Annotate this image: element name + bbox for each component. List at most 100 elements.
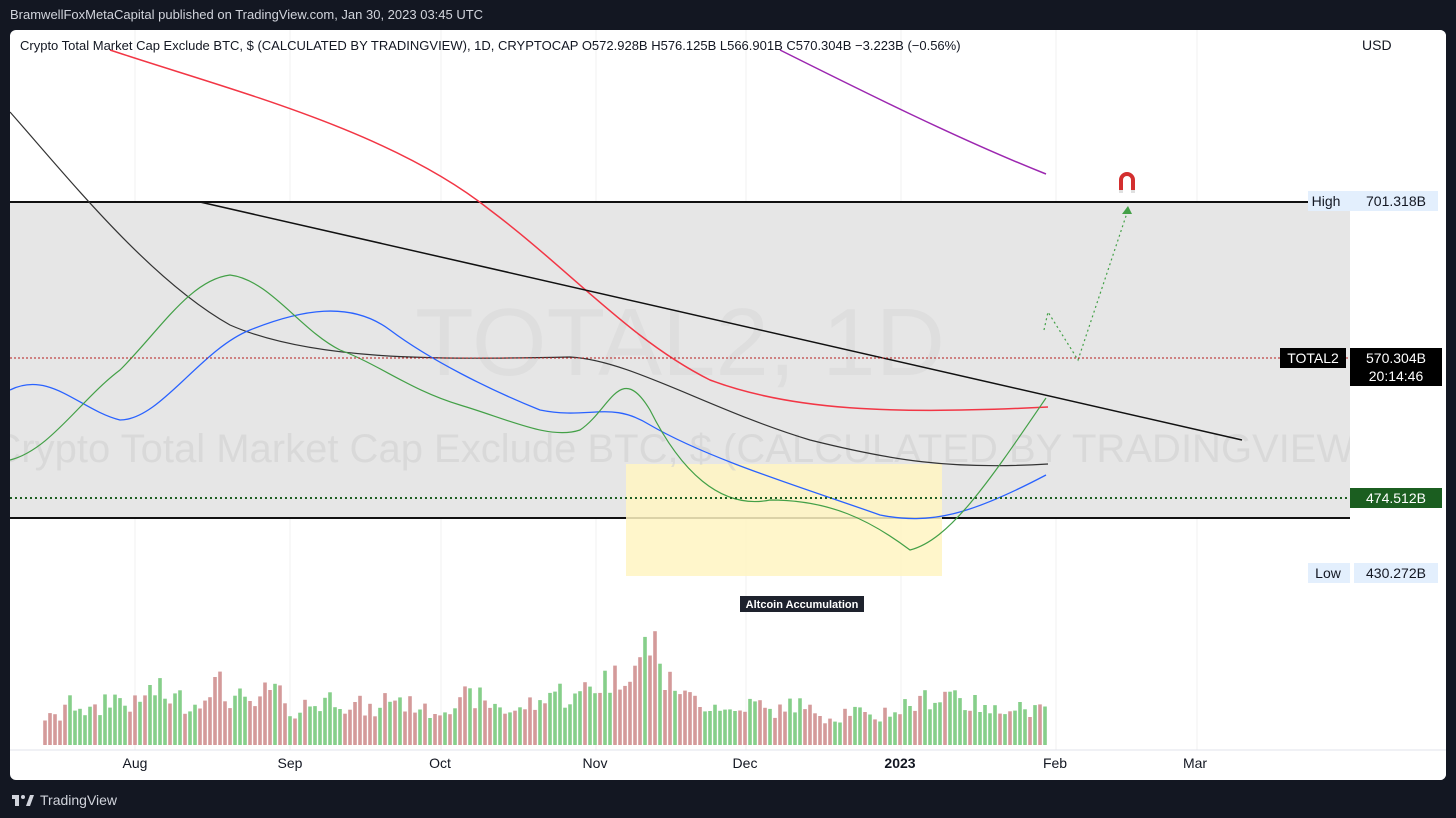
- volume-bar: [338, 709, 342, 745]
- volume-bar: [373, 716, 377, 745]
- published-info: BramwellFoxMetaCapital published on Trad…: [10, 7, 484, 22]
- high-label: High: [1312, 193, 1341, 209]
- volume-bar: [218, 671, 222, 745]
- volume-bar: [463, 686, 467, 745]
- accumulation-zone: [626, 464, 942, 576]
- volume-bar: [103, 694, 107, 745]
- watermark-description: Crypto Total Market Cap Exclude BTC, $ (…: [10, 427, 1368, 471]
- volume-bar: [1033, 705, 1037, 745]
- tradingview-logo-icon: [12, 793, 34, 807]
- volume-bar: [113, 694, 117, 745]
- volume-bar: [53, 714, 57, 745]
- volume-bar: [973, 695, 977, 745]
- volume-bar: [843, 708, 847, 745]
- volume-bar: [573, 693, 577, 745]
- volume-bar: [328, 692, 332, 745]
- volume-bar: [943, 691, 947, 745]
- volume-bar: [368, 703, 372, 745]
- volume-bar: [783, 711, 787, 745]
- volume-bar: [378, 707, 382, 745]
- volume-bar: [353, 702, 357, 745]
- volume-bar: [663, 690, 667, 745]
- volume-bar: [563, 707, 567, 745]
- volume-bar: [393, 700, 397, 745]
- volume-bar: [183, 713, 187, 745]
- volume-bar: [1013, 710, 1017, 745]
- volume-bar: [633, 665, 637, 745]
- volume-bar: [488, 707, 492, 745]
- time-tick-label: Feb: [1043, 755, 1067, 771]
- volume-bar: [273, 683, 277, 745]
- projection-arrow-icon: [1122, 206, 1132, 214]
- ma-red-line: [109, 49, 1049, 412]
- volume-bar: [208, 697, 212, 745]
- volume-bar: [58, 720, 62, 745]
- magnet-icon: [1119, 172, 1135, 193]
- volume-bar: [123, 705, 127, 745]
- volume-bar: [308, 706, 312, 745]
- support-value: 474.512B: [1366, 490, 1426, 506]
- volume-bar: [883, 707, 887, 745]
- symbol-legend[interactable]: Crypto Total Market Cap Exclude BTC, $ (…: [20, 38, 961, 53]
- volume-bar: [918, 695, 922, 745]
- volume-bar: [158, 678, 162, 745]
- volume-bar: [698, 707, 702, 745]
- volume-bar: [323, 697, 327, 745]
- volume-bar: [968, 710, 972, 745]
- volume-bar: [198, 708, 202, 745]
- volume-bar: [703, 711, 707, 745]
- price-chart[interactable]: TOTAL2, 1D Crypto Total Market Cap Exclu…: [10, 30, 1446, 780]
- volume-bar: [608, 692, 612, 745]
- volume-bar: [603, 670, 607, 745]
- volume-bar: [598, 692, 602, 745]
- volume-bar: [678, 694, 682, 745]
- volume-bar: [913, 710, 917, 745]
- volume-bar: [538, 700, 542, 745]
- volume-bar: [833, 721, 837, 745]
- volume-bar: [813, 713, 817, 745]
- volume-bar: [963, 710, 967, 745]
- volume-bar: [108, 707, 112, 745]
- volume-bar: [383, 693, 387, 745]
- volume-bar: [443, 712, 447, 745]
- projection-path: [1043, 209, 1129, 362]
- time-axis[interactable]: Aug Sep Oct Nov Dec 2023 Feb Mar: [123, 755, 1208, 771]
- volume-bar: [223, 701, 227, 745]
- volume-bar: [188, 711, 192, 745]
- volume-bar: [578, 691, 582, 745]
- volume-bar: [418, 709, 422, 745]
- volume-bar: [448, 714, 452, 745]
- support-tag-box: [1350, 488, 1442, 508]
- volume-bar: [68, 695, 72, 745]
- ma-green-line: [10, 274, 1047, 551]
- volume-bar: [498, 707, 502, 745]
- time-tick-label: Nov: [583, 755, 608, 771]
- volume-bar: [268, 690, 272, 745]
- volume-bar: [558, 683, 562, 745]
- volume-bar: [263, 682, 267, 745]
- volume-bar: [723, 709, 727, 745]
- volume-bar: [93, 704, 97, 745]
- volume-bar: [748, 698, 752, 745]
- volume-bar: [493, 703, 497, 745]
- annotation-label: Altcoin Accumulation: [746, 599, 859, 611]
- chart-panel[interactable]: TOTAL2, 1D Crypto Total Market Cap Exclu…: [10, 30, 1446, 780]
- volume-bar: [98, 715, 102, 745]
- volume-bar: [898, 714, 902, 745]
- volume-bar: [618, 689, 622, 745]
- volume-bar: [238, 688, 242, 745]
- volume-bar: [468, 688, 472, 745]
- volume-bar: [923, 690, 927, 745]
- volume-bar: [1043, 706, 1047, 745]
- volume-bar: [568, 704, 572, 745]
- last-price-tag-box: [1350, 348, 1442, 386]
- volume-bar: [163, 698, 167, 745]
- volume-bar: [143, 695, 147, 745]
- volume-bar: [428, 718, 432, 745]
- volume-bar: [773, 717, 777, 745]
- volume-bar: [848, 715, 852, 745]
- volume-bar: [673, 690, 677, 745]
- volume-bar: [303, 699, 307, 745]
- price-scale[interactable]: [1350, 30, 1446, 780]
- volume-bar: [43, 720, 47, 745]
